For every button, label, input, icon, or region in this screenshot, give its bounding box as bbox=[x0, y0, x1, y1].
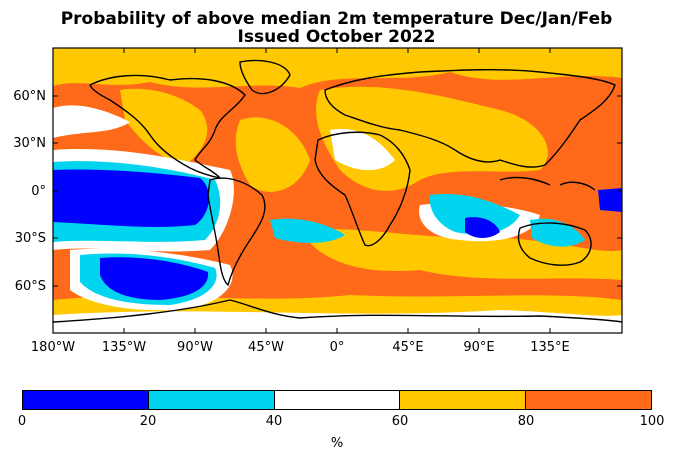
band-0-20-south-pacific bbox=[100, 257, 209, 300]
colorbar-tick-60: 60 bbox=[391, 414, 409, 429]
lat-label-60s: 60°S bbox=[14, 279, 46, 294]
lon-label-90e: 90°E bbox=[463, 340, 495, 355]
coast-south-america bbox=[207, 177, 266, 287]
colorbar-tick-20: 20 bbox=[139, 414, 157, 429]
coast-antarctica bbox=[53, 299, 622, 323]
band-60-80-atlantic bbox=[235, 117, 310, 192]
colorbar-segment-0-20 bbox=[23, 391, 149, 409]
lon-label-135w: 135°W bbox=[101, 340, 147, 355]
lat-label-30s: 30°S bbox=[14, 231, 46, 246]
band-60-80-northamerica bbox=[120, 88, 208, 165]
coast-greenland bbox=[239, 59, 291, 95]
map-frame bbox=[52, 47, 623, 334]
lat-label-60n: 60°N bbox=[13, 89, 46, 104]
colorbar-segment-60-80 bbox=[400, 391, 527, 409]
band-0-20-indian bbox=[465, 217, 500, 238]
lon-label-180w: 180°W bbox=[30, 340, 76, 355]
axis-ticks bbox=[53, 48, 622, 333]
coast-maritime-continent bbox=[499, 176, 596, 191]
coastlines bbox=[53, 59, 622, 323]
colorbar-segment-80-100 bbox=[526, 391, 651, 409]
map-title-line-2: Issued October 2022 bbox=[237, 27, 436, 47]
band-20-40-south-atlantic bbox=[270, 218, 345, 243]
colorbar-tick-80: 80 bbox=[517, 414, 535, 429]
lon-label-90w: 90°W bbox=[177, 340, 213, 355]
colorbar-tick-100: 100 bbox=[639, 414, 665, 429]
map-title-line-1: Probability of above median 2m temperatu… bbox=[60, 9, 613, 29]
band-20-40-maritime bbox=[530, 218, 585, 247]
colorbar bbox=[22, 390, 652, 410]
lon-label-45e: 45°E bbox=[392, 340, 424, 355]
lat-label-0: 0° bbox=[31, 184, 46, 199]
colorbar-segment-40-60 bbox=[274, 391, 401, 409]
coast-eurasia bbox=[324, 69, 616, 168]
coast-australia bbox=[517, 222, 592, 266]
lon-label-0: 0° bbox=[329, 340, 345, 355]
coast-africa bbox=[314, 131, 411, 247]
band-40-60-north bbox=[53, 105, 130, 138]
band-0-20-west-pacific bbox=[598, 188, 622, 212]
lon-label-135e: 135°E bbox=[530, 340, 570, 355]
colorbar-segment-20-40 bbox=[148, 391, 275, 409]
band-0-20-east-pacific bbox=[53, 169, 210, 227]
band-40-60-africa bbox=[330, 129, 395, 171]
colorbar-tick-40: 40 bbox=[265, 414, 283, 429]
lat-label-30n: 30°N bbox=[13, 136, 46, 151]
band-20-40-indian bbox=[429, 194, 520, 235]
lon-label-45w: 45°W bbox=[248, 340, 284, 355]
coast-north-america bbox=[89, 74, 246, 180]
colorbar-unit-label: % bbox=[330, 436, 344, 451]
colorbar-tick-0: 0 bbox=[17, 414, 27, 429]
